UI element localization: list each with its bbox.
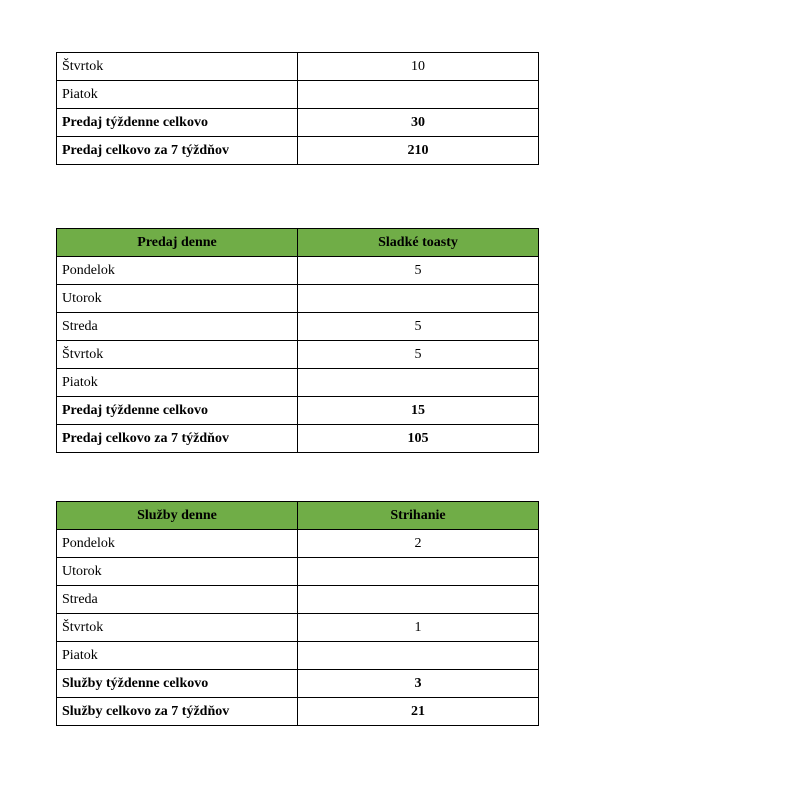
row-value: 2 xyxy=(297,529,539,558)
table-header-row: Služby denne Strihanie xyxy=(56,501,539,530)
row-label: Streda xyxy=(56,312,298,341)
table-row: Piatok xyxy=(56,641,539,670)
row-label: Utorok xyxy=(56,557,298,586)
total-row: Predaj celkovo za 7 týždňov 105 xyxy=(56,424,539,453)
row-value: 3 xyxy=(297,669,539,698)
row-label: Piatok xyxy=(56,368,298,397)
row-label: Pondelok xyxy=(56,529,298,558)
table-row: Streda xyxy=(56,585,539,614)
row-label: Streda xyxy=(56,585,298,614)
table-row: Piatok xyxy=(56,80,539,109)
row-label: Pondelok xyxy=(56,256,298,285)
header-cell: Predaj denne xyxy=(56,228,298,257)
table-row: Štvrtok 10 xyxy=(56,52,539,81)
row-label: Predaj celkovo za 7 týždňov xyxy=(56,424,298,453)
sales-table-partial: Štvrtok 10 Piatok Predaj týždenne celkov… xyxy=(56,52,539,165)
header-cell: Sladké toasty xyxy=(297,228,539,257)
table-header-row: Predaj denne Sladké toasty xyxy=(56,228,539,257)
row-label: Predaj týždenne celkovo xyxy=(56,396,298,425)
row-value xyxy=(297,80,539,109)
row-value xyxy=(297,368,539,397)
row-label: Utorok xyxy=(56,284,298,313)
row-value: 10 xyxy=(297,52,539,81)
row-value xyxy=(297,585,539,614)
row-value: 30 xyxy=(297,108,539,137)
table-row: Piatok xyxy=(56,368,539,397)
row-value: 21 xyxy=(297,697,539,726)
header-cell: Strihanie xyxy=(297,501,539,530)
total-row: Predaj týždenne celkovo 15 xyxy=(56,396,539,425)
row-value: 15 xyxy=(297,396,539,425)
row-value: 105 xyxy=(297,424,539,453)
table-row: Utorok xyxy=(56,557,539,586)
row-label: Piatok xyxy=(56,641,298,670)
row-label: Služby celkovo za 7 týždňov xyxy=(56,697,298,726)
total-row: Služby celkovo za 7 týždňov 21 xyxy=(56,697,539,726)
table-row: Utorok xyxy=(56,284,539,313)
sweet-toasts-sales-table: Predaj denne Sladké toasty Pondelok 5 Ut… xyxy=(56,228,539,453)
row-label: Piatok xyxy=(56,80,298,109)
table-row: Streda 5 xyxy=(56,312,539,341)
row-label: Predaj týždenne celkovo xyxy=(56,108,298,137)
row-value: 5 xyxy=(297,340,539,369)
row-label: Predaj celkovo za 7 týždňov xyxy=(56,136,298,165)
row-label: Služby týždenne celkovo xyxy=(56,669,298,698)
table-row: Pondelok 2 xyxy=(56,529,539,558)
header-cell: Služby denne xyxy=(56,501,298,530)
haircut-services-table: Služby denne Strihanie Pondelok 2 Utorok… xyxy=(56,501,539,726)
total-row: Predaj celkovo za 7 týždňov 210 xyxy=(56,136,539,165)
row-label: Štvrtok xyxy=(56,613,298,642)
row-label: Štvrtok xyxy=(56,340,298,369)
row-label: Štvrtok xyxy=(56,52,298,81)
total-row: Predaj týždenne celkovo 30 xyxy=(56,108,539,137)
total-row: Služby týždenne celkovo 3 xyxy=(56,669,539,698)
table-row: Pondelok 5 xyxy=(56,256,539,285)
row-value: 5 xyxy=(297,256,539,285)
row-value: 5 xyxy=(297,312,539,341)
table-row: Štvrtok 5 xyxy=(56,340,539,369)
row-value xyxy=(297,284,539,313)
row-value xyxy=(297,557,539,586)
row-value: 210 xyxy=(297,136,539,165)
row-value: 1 xyxy=(297,613,539,642)
row-value xyxy=(297,641,539,670)
table-row: Štvrtok 1 xyxy=(56,613,539,642)
